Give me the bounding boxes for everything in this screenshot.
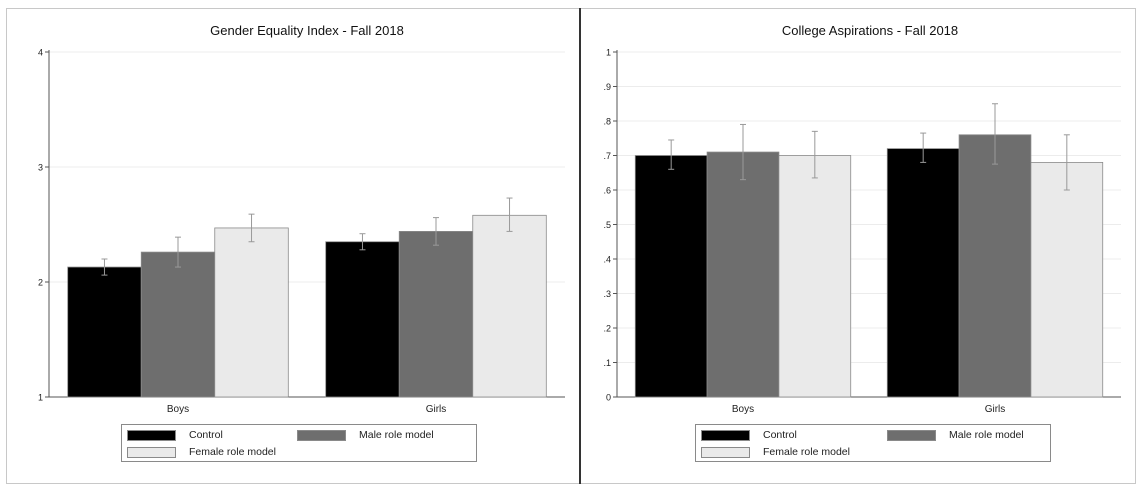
chart-svg-college-aspirations: College Aspirations - Fall 2018 0 .1 .2 .3 .4…	[603, 23, 1121, 415]
panel-divider	[579, 8, 581, 484]
bar	[958, 134, 1032, 398]
bar	[706, 151, 780, 398]
legend-swatch-male-role-model	[297, 429, 346, 441]
y-tick-label: 1	[38, 393, 43, 403]
legend-swatch-control	[127, 429, 176, 441]
legend-item-control: Control	[701, 429, 797, 441]
bar	[140, 251, 216, 398]
chart-panel-college-aspirations: College Aspirations - Fall 2018 0 .1 .2 .3 .4…	[581, 9, 1135, 483]
legend-item-male-role-model: Male role model	[297, 429, 434, 441]
y-tick-label: .4	[603, 255, 611, 265]
bar	[214, 227, 289, 398]
x-tick-label: Boys	[167, 404, 189, 415]
legend-label-control: Control	[763, 429, 797, 441]
legend-item-female-role-model: Female role model	[127, 446, 276, 458]
y-tick-label: .9	[603, 82, 611, 92]
legend-item-male-role-model: Male role model	[887, 429, 1024, 441]
y-tick-label: 2	[38, 278, 43, 288]
legend-swatch-female-role-model	[127, 446, 176, 458]
bar	[1030, 161, 1104, 398]
chart-title: College Aspirations - Fall 2018	[782, 23, 958, 38]
chart-panel-gender-equality: Gender Equality Index - Fall 2018 1 2 3 4 Boy…	[7, 9, 579, 483]
y-tick-label: .1	[603, 358, 611, 368]
legend-label-female-role-model: Female role model	[763, 446, 850, 458]
legend-swatch-control	[701, 429, 750, 441]
y-tick-label: .8	[603, 117, 611, 127]
bar	[472, 214, 547, 398]
legend-label-female-role-model: Female role model	[189, 446, 276, 458]
y-tick-label: 0	[606, 393, 611, 403]
bar	[325, 241, 400, 398]
x-tick-label: Boys	[732, 404, 754, 415]
legend-label-male-role-model: Male role model	[949, 429, 1024, 441]
legend-item-female-role-model: Female role model	[701, 446, 850, 458]
bar	[778, 155, 852, 398]
y-tick-label: .7	[603, 151, 611, 161]
x-tick-label: Girls	[426, 404, 447, 415]
y-tick-label: .6	[603, 186, 611, 196]
y-tick-label: .5	[603, 220, 611, 230]
bar	[886, 148, 960, 398]
y-tick-label: 1	[606, 48, 611, 58]
y-tick-label: .3	[603, 289, 611, 299]
legend-label-male-role-model: Male role model	[359, 429, 434, 441]
x-tick-label: Girls	[985, 404, 1006, 415]
bar	[67, 266, 142, 398]
chart-svg-gender-equality: Gender Equality Index - Fall 2018 1 2 3 4 Boy…	[38, 23, 565, 415]
y-tick-label: 3	[38, 163, 43, 173]
legend-item-control: Control	[127, 429, 223, 441]
y-tick-label: 4	[38, 48, 43, 58]
legend-swatch-male-role-model	[887, 429, 936, 441]
chart-title: Gender Equality Index - Fall 2018	[210, 23, 404, 38]
legend-label-control: Control	[189, 429, 223, 441]
legend: Control Male role model Female role mode…	[695, 424, 1051, 462]
legend-swatch-female-role-model	[701, 446, 750, 458]
bar	[634, 155, 708, 398]
legend: Control Male role model Female role mode…	[121, 424, 477, 462]
y-tick-label: .2	[603, 324, 611, 334]
bar	[398, 230, 474, 398]
